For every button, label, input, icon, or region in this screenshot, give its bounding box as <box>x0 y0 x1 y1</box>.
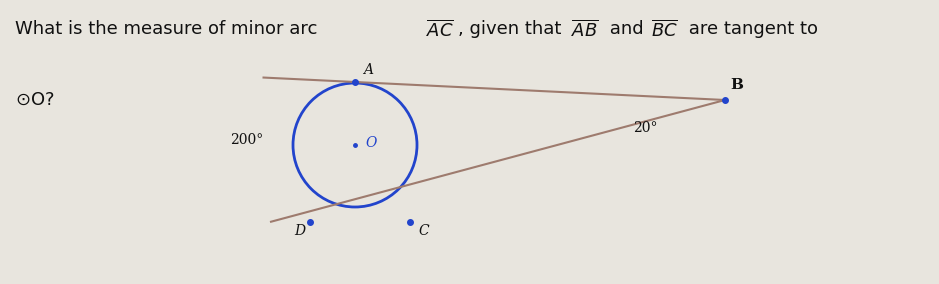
Text: , given that: , given that <box>458 20 567 38</box>
Text: are tangent to: are tangent to <box>683 20 818 38</box>
Text: and: and <box>604 20 649 38</box>
Text: 200°: 200° <box>230 133 263 147</box>
Text: A: A <box>363 63 373 77</box>
Text: $\overline{AB}$: $\overline{AB}$ <box>571 20 598 41</box>
Text: O: O <box>365 136 377 150</box>
Text: $\odot$O?: $\odot$O? <box>15 91 54 109</box>
Text: $\overline{BC}$: $\overline{BC}$ <box>651 20 678 41</box>
Text: What is the measure of minor arc: What is the measure of minor arc <box>15 20 323 38</box>
Text: $\overline{AC}$: $\overline{AC}$ <box>426 20 454 41</box>
Text: D: D <box>294 224 305 238</box>
Text: B: B <box>730 78 743 92</box>
Text: 20°: 20° <box>633 121 657 135</box>
Text: C: C <box>418 224 428 238</box>
